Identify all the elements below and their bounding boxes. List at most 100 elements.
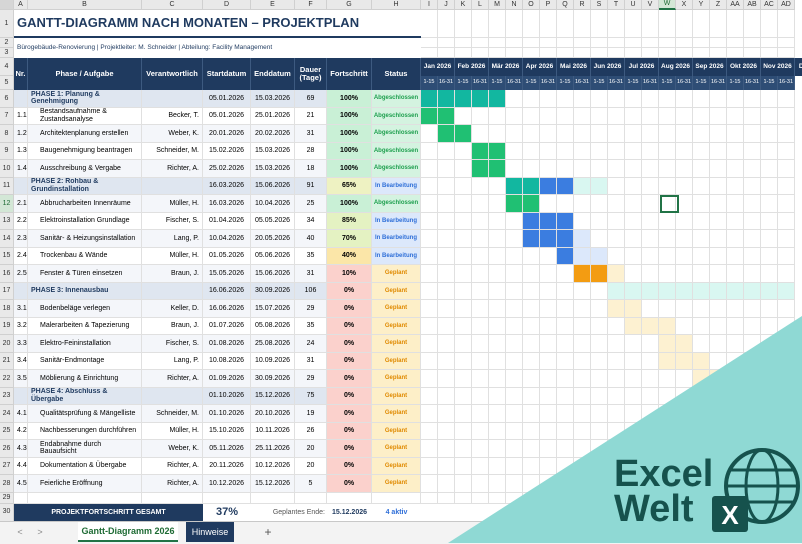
gantt-cell[interactable] bbox=[523, 282, 540, 300]
start-date[interactable]: 05.01.2026 bbox=[203, 107, 251, 125]
gantt-cell[interactable] bbox=[421, 282, 438, 300]
gantt-cell[interactable] bbox=[710, 125, 727, 143]
task-owner[interactable]: Richter, A. bbox=[142, 475, 203, 493]
gantt-cell[interactable] bbox=[523, 265, 540, 283]
duration-days[interactable]: 31 bbox=[295, 352, 327, 370]
phase-title[interactable]: PHASE 3: Innenausbau bbox=[28, 282, 142, 300]
progress-value[interactable]: 0% bbox=[327, 282, 372, 300]
progress-value[interactable]: 0% bbox=[327, 352, 372, 370]
column-header[interactable]: W bbox=[659, 0, 676, 10]
gantt-cell[interactable] bbox=[676, 282, 693, 300]
gantt-cell[interactable] bbox=[710, 282, 727, 300]
gantt-cell[interactable] bbox=[489, 230, 506, 248]
duration-days[interactable]: 24 bbox=[295, 335, 327, 353]
task-name[interactable]: Ausschreibung & Vergabe bbox=[28, 160, 142, 178]
gantt-cell[interactable] bbox=[761, 230, 778, 248]
gantt-cell[interactable] bbox=[421, 125, 438, 143]
gantt-cell[interactable] bbox=[557, 160, 574, 178]
grid-cell[interactable] bbox=[455, 48, 472, 58]
column-header[interactable]: S bbox=[591, 0, 608, 10]
gantt-cell[interactable] bbox=[438, 90, 455, 108]
gantt-cell[interactable] bbox=[438, 160, 455, 178]
tab-scroll-next-icon[interactable]: > bbox=[37, 527, 43, 537]
gantt-cell[interactable] bbox=[455, 370, 472, 388]
gantt-cell[interactable] bbox=[438, 212, 455, 230]
gantt-cell[interactable] bbox=[540, 125, 557, 143]
gantt-cell[interactable] bbox=[455, 160, 472, 178]
gantt-cell[interactable] bbox=[472, 457, 489, 475]
column-header[interactable]: M bbox=[489, 0, 506, 10]
gantt-cell[interactable] bbox=[455, 265, 472, 283]
task-owner[interactable]: Richter, A. bbox=[142, 457, 203, 475]
gantt-cell[interactable] bbox=[676, 230, 693, 248]
gantt-cell[interactable] bbox=[761, 335, 778, 353]
task-name[interactable]: Malerarbeiten & Tapezierung bbox=[28, 317, 142, 335]
gantt-cell[interactable] bbox=[540, 195, 557, 213]
end-date[interactable]: 30.09.2026 bbox=[251, 370, 295, 388]
grid-cell[interactable] bbox=[574, 48, 591, 58]
grid-cell[interactable] bbox=[203, 492, 251, 504]
gantt-cell[interactable] bbox=[778, 387, 795, 405]
row-header[interactable]: 29 bbox=[0, 492, 14, 504]
gantt-cell[interactable] bbox=[455, 247, 472, 265]
task-owner[interactable] bbox=[142, 282, 203, 300]
column-header[interactable]: O bbox=[523, 0, 540, 10]
gantt-cell[interactable] bbox=[659, 300, 676, 318]
gantt-cell[interactable] bbox=[591, 317, 608, 335]
grid-cell[interactable] bbox=[608, 10, 625, 38]
grid-cell[interactable] bbox=[455, 492, 472, 504]
gantt-cell[interactable] bbox=[676, 475, 693, 493]
gantt-cell[interactable] bbox=[625, 230, 642, 248]
gantt-cell[interactable] bbox=[744, 352, 761, 370]
duration-days[interactable]: 35 bbox=[295, 247, 327, 265]
progress-value[interactable]: 0% bbox=[327, 405, 372, 423]
progress-value[interactable]: 0% bbox=[327, 457, 372, 475]
gantt-cell[interactable] bbox=[642, 457, 659, 475]
task-name[interactable]: Möblierung & Einrichtung bbox=[28, 370, 142, 388]
row-header[interactable]: 5 bbox=[0, 76, 14, 90]
gantt-cell[interactable] bbox=[574, 125, 591, 143]
task-name[interactable]: Nachbesserungen durchführen bbox=[28, 422, 142, 440]
gantt-cell[interactable] bbox=[625, 247, 642, 265]
gantt-cell[interactable] bbox=[421, 177, 438, 195]
gantt-cell[interactable] bbox=[523, 212, 540, 230]
end-date[interactable]: 15.03.2026 bbox=[251, 160, 295, 178]
column-header[interactable]: AC bbox=[761, 0, 778, 10]
gantt-cell[interactable] bbox=[608, 457, 625, 475]
gantt-cell[interactable] bbox=[710, 422, 727, 440]
gantt-cell[interactable] bbox=[710, 177, 727, 195]
grid-cell[interactable] bbox=[676, 10, 693, 38]
gantt-cell[interactable] bbox=[608, 300, 625, 318]
gantt-cell[interactable] bbox=[642, 352, 659, 370]
grid-cell[interactable] bbox=[472, 48, 489, 58]
task-owner[interactable]: Müller, H. bbox=[142, 247, 203, 265]
gantt-cell[interactable] bbox=[557, 282, 574, 300]
gantt-cell[interactable] bbox=[540, 352, 557, 370]
gantt-cell[interactable] bbox=[489, 247, 506, 265]
grid-cell[interactable] bbox=[625, 492, 642, 504]
gantt-cell[interactable] bbox=[727, 195, 744, 213]
gantt-cell[interactable] bbox=[761, 370, 778, 388]
gantt-cell[interactable] bbox=[455, 125, 472, 143]
grid-cell[interactable] bbox=[727, 10, 744, 38]
gantt-cell[interactable] bbox=[455, 90, 472, 108]
gantt-cell[interactable] bbox=[540, 370, 557, 388]
gantt-cell[interactable] bbox=[472, 265, 489, 283]
gantt-cell[interactable] bbox=[778, 160, 795, 178]
grid-cell[interactable] bbox=[625, 38, 642, 48]
gantt-cell[interactable] bbox=[659, 457, 676, 475]
gantt-cell[interactable] bbox=[761, 405, 778, 423]
gantt-cell[interactable] bbox=[523, 142, 540, 160]
grid-cell[interactable] bbox=[676, 38, 693, 48]
grid-cell[interactable] bbox=[710, 38, 727, 48]
row-header[interactable]: 3 bbox=[0, 48, 14, 58]
gantt-cell[interactable] bbox=[625, 195, 642, 213]
gantt-cell[interactable] bbox=[421, 160, 438, 178]
gantt-cell[interactable] bbox=[625, 440, 642, 458]
gantt-cell[interactable] bbox=[693, 335, 710, 353]
gantt-cell[interactable] bbox=[591, 457, 608, 475]
grid-cell[interactable] bbox=[540, 492, 557, 504]
start-date[interactable]: 25.02.2026 bbox=[203, 160, 251, 178]
grid-cell[interactable] bbox=[574, 38, 591, 48]
gantt-cell[interactable] bbox=[727, 405, 744, 423]
